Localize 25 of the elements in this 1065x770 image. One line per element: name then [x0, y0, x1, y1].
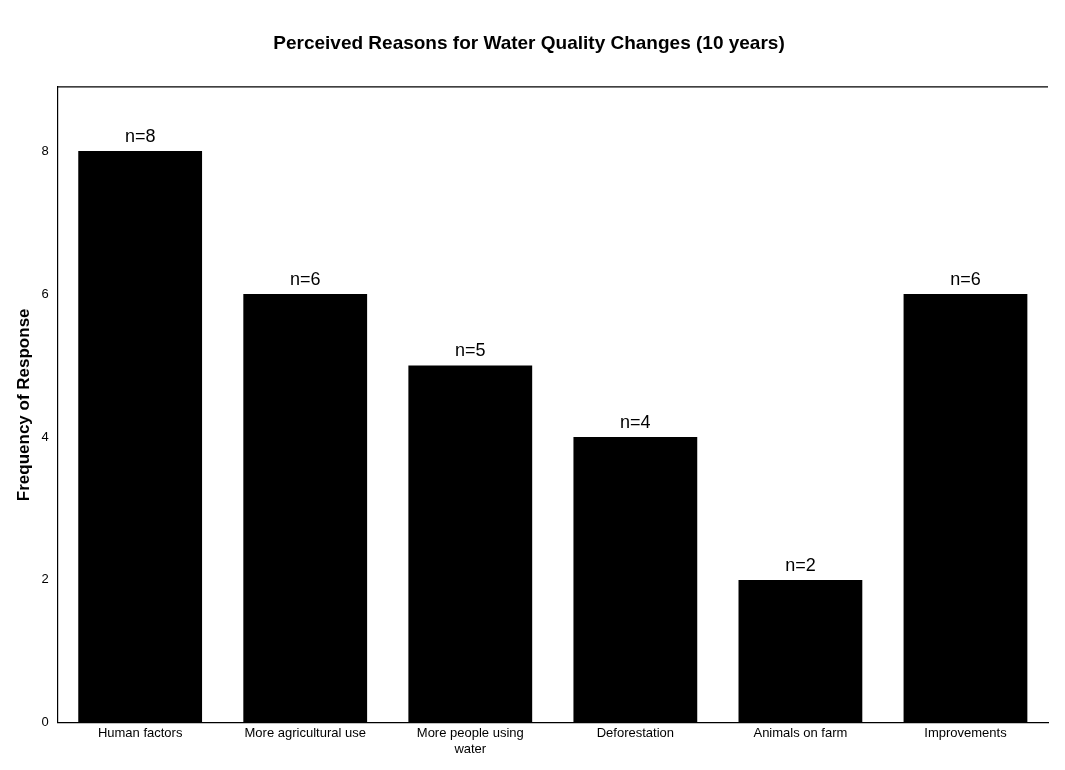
- y-tick-label: 4: [41, 428, 49, 444]
- data-label: n=6: [950, 269, 981, 289]
- data-label: n=4: [620, 411, 651, 432]
- bar: [243, 294, 368, 723]
- y-axis-title: Frequency of Response: [13, 308, 33, 502]
- data-label: n=2: [785, 554, 816, 575]
- bar: [78, 151, 203, 723]
- data-label: n=8: [124, 126, 156, 147]
- data-label: n=6: [289, 269, 321, 289]
- bar: [903, 294, 1028, 723]
- x-tick-label: More agricultural use: [244, 725, 366, 741]
- y-tick-label: 6: [41, 285, 49, 301]
- x-tick-label: Improvements: [924, 725, 1008, 741]
- bar: [738, 579, 863, 723]
- y-tick-label: 8: [41, 142, 49, 158]
- y-tick-label: 0: [41, 714, 49, 730]
- data-label: n=5: [455, 340, 486, 361]
- x-tick-label: Animals on farm: [753, 725, 848, 741]
- y-tick-label: 2: [41, 571, 49, 587]
- bar: [573, 436, 698, 723]
- x-tick-label: Deforestation: [596, 725, 675, 741]
- bar: [408, 365, 533, 723]
- chart-title: Perceived Reasons for Water Quality Changes (10 years): [273, 31, 785, 53]
- x-tick-label: Human factors: [97, 725, 183, 741]
- x-tick-label: More people using water: [416, 725, 524, 756]
